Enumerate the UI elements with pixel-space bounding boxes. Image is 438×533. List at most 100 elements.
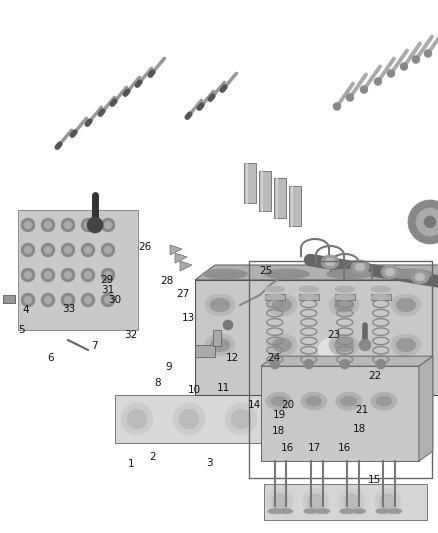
Text: 23: 23: [327, 330, 340, 340]
Ellipse shape: [381, 265, 399, 279]
Polygon shape: [195, 280, 438, 395]
Circle shape: [346, 93, 354, 101]
Circle shape: [374, 77, 382, 85]
Ellipse shape: [202, 269, 247, 279]
Circle shape: [21, 293, 35, 307]
Text: 30: 30: [108, 295, 121, 304]
Ellipse shape: [316, 508, 330, 514]
Ellipse shape: [376, 508, 390, 514]
Text: 16: 16: [338, 443, 351, 453]
Circle shape: [121, 403, 153, 435]
Circle shape: [104, 221, 112, 229]
Circle shape: [44, 221, 52, 229]
Circle shape: [61, 268, 75, 282]
Ellipse shape: [210, 338, 230, 352]
Circle shape: [64, 246, 72, 254]
Circle shape: [376, 359, 386, 369]
Text: 2: 2: [149, 453, 156, 462]
Ellipse shape: [326, 269, 371, 279]
Circle shape: [333, 102, 341, 110]
Circle shape: [283, 409, 303, 429]
Circle shape: [24, 221, 32, 229]
Circle shape: [41, 293, 55, 307]
Polygon shape: [419, 356, 433, 461]
Circle shape: [21, 243, 35, 257]
Circle shape: [84, 246, 92, 254]
Bar: [264, 483, 427, 520]
Ellipse shape: [388, 508, 402, 514]
Circle shape: [61, 218, 75, 232]
Bar: [259, 171, 271, 211]
Ellipse shape: [329, 294, 359, 316]
Text: 18: 18: [272, 426, 285, 435]
Text: 14: 14: [247, 400, 261, 410]
Ellipse shape: [265, 294, 285, 300]
Circle shape: [387, 69, 395, 77]
Circle shape: [101, 218, 115, 232]
Ellipse shape: [325, 258, 335, 266]
Ellipse shape: [389, 269, 434, 279]
Circle shape: [44, 296, 52, 304]
Bar: [335, 294, 355, 300]
Text: 5: 5: [18, 326, 25, 335]
Bar: [3, 295, 15, 303]
Circle shape: [41, 243, 55, 257]
Circle shape: [84, 221, 92, 229]
Ellipse shape: [321, 255, 339, 269]
Ellipse shape: [396, 338, 416, 352]
Ellipse shape: [265, 286, 285, 292]
Ellipse shape: [371, 392, 397, 410]
Circle shape: [44, 271, 52, 279]
Circle shape: [424, 216, 436, 228]
Ellipse shape: [268, 508, 282, 514]
Bar: [115, 395, 325, 443]
Circle shape: [24, 246, 32, 254]
Circle shape: [84, 271, 92, 279]
Ellipse shape: [306, 396, 322, 406]
Ellipse shape: [385, 268, 395, 276]
Text: 16: 16: [281, 443, 294, 453]
Ellipse shape: [352, 508, 366, 514]
Bar: [249, 261, 432, 478]
Circle shape: [380, 494, 396, 510]
Ellipse shape: [336, 392, 362, 410]
Circle shape: [64, 221, 72, 229]
Ellipse shape: [299, 286, 319, 292]
Circle shape: [173, 403, 205, 435]
Text: 1: 1: [128, 459, 135, 469]
Ellipse shape: [334, 298, 354, 312]
Ellipse shape: [205, 334, 235, 356]
Bar: [289, 186, 301, 226]
Ellipse shape: [329, 334, 359, 356]
Circle shape: [270, 359, 280, 369]
Circle shape: [21, 268, 35, 282]
Circle shape: [61, 243, 75, 257]
Ellipse shape: [351, 260, 369, 274]
Circle shape: [231, 409, 251, 429]
Text: 25: 25: [259, 266, 272, 276]
Bar: [18, 210, 138, 330]
Circle shape: [104, 246, 112, 254]
Text: 20: 20: [281, 400, 294, 410]
Polygon shape: [261, 356, 433, 366]
Circle shape: [318, 338, 342, 362]
Circle shape: [24, 271, 32, 279]
Ellipse shape: [341, 396, 357, 406]
Ellipse shape: [279, 508, 293, 514]
Ellipse shape: [266, 392, 292, 410]
Text: 26: 26: [138, 243, 151, 252]
Circle shape: [308, 494, 324, 510]
Ellipse shape: [391, 294, 421, 316]
Circle shape: [44, 246, 52, 254]
Polygon shape: [170, 245, 182, 255]
Ellipse shape: [355, 263, 365, 271]
Text: 8: 8: [154, 378, 161, 387]
Ellipse shape: [340, 508, 354, 514]
Text: 27: 27: [177, 289, 190, 299]
Polygon shape: [195, 265, 438, 280]
Ellipse shape: [396, 298, 416, 312]
Circle shape: [64, 271, 72, 279]
Bar: [274, 178, 286, 218]
Text: 6: 6: [47, 353, 54, 363]
Text: 15: 15: [368, 475, 381, 484]
